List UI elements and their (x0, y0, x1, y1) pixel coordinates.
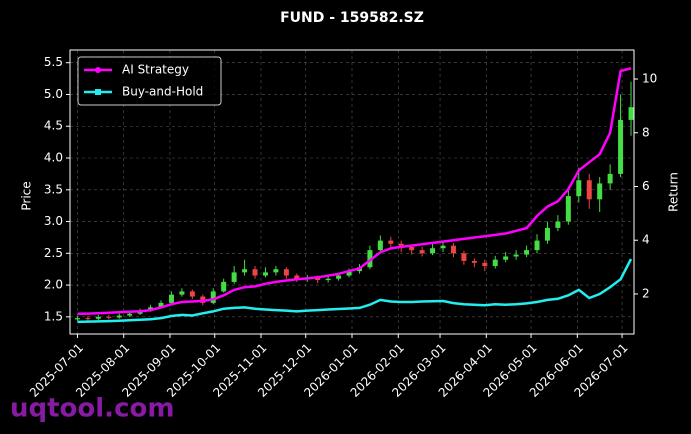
y2-axis-label: Return (667, 172, 681, 212)
candle-body (168, 294, 174, 303)
candle-body (461, 253, 467, 261)
candle-body (273, 269, 279, 273)
candle-body (336, 275, 342, 279)
candle-body (607, 173, 613, 184)
y2-tick-label: 10 (642, 72, 657, 86)
candle-body (116, 315, 122, 318)
candle-body (409, 246, 415, 251)
candle-body (221, 281, 227, 292)
series-line (77, 258, 633, 324)
series-line (77, 67, 632, 316)
candle-body (597, 183, 603, 200)
y-tick-label: 4.0 (44, 151, 63, 165)
legend-marker (95, 89, 101, 95)
y-axis-label: Price (20, 181, 34, 210)
candle-body (367, 250, 373, 268)
y-tick-label: 4.5 (44, 119, 63, 133)
y-tick-label: 5.5 (44, 55, 63, 69)
candle-body (586, 180, 592, 200)
candle-body (576, 180, 582, 197)
candle-body (398, 243, 404, 247)
y-tick-label: 3.0 (44, 214, 63, 228)
candle-body (618, 119, 624, 174)
y-tick-label: 2.5 (44, 246, 63, 260)
candle-body (565, 196, 571, 222)
candle-body (315, 277, 321, 280)
candle-body (294, 275, 300, 279)
candle-body (346, 271, 352, 276)
chart-title: FUND - 159582.SZ (280, 10, 424, 26)
candle-body (262, 272, 268, 276)
legend: AI Strategy Buy-and-Hold (77, 56, 222, 106)
y-tick-label: 5.0 (44, 87, 63, 101)
legend-label: Buy-and-Hold (122, 85, 203, 99)
watermark: uqtool.com (10, 394, 174, 424)
candle-body (210, 291, 216, 303)
candle-body (325, 278, 331, 280)
candle-body (450, 245, 456, 254)
candle-body (503, 256, 509, 260)
candle-body (524, 250, 530, 255)
candle-body (95, 316, 101, 319)
plot-frame (69, 49, 635, 335)
candle-body (158, 302, 164, 308)
candle-body (430, 248, 436, 254)
candle-body (200, 296, 206, 303)
candle-body (388, 240, 394, 244)
candle-body (544, 227, 550, 241)
candle-body (283, 269, 289, 276)
legend-marker (95, 67, 101, 73)
y-tick-label: 3.5 (44, 182, 63, 196)
candle-body (252, 269, 258, 276)
candle-body (74, 318, 80, 320)
candle-body (492, 259, 498, 267)
y-tick-label: 1.5 (44, 309, 63, 323)
legend-label: AI Strategy (122, 63, 189, 77)
candle-body (628, 107, 634, 120)
y-tick-label: 2.0 (44, 278, 63, 292)
candle-body (471, 260, 477, 263)
candle-body (231, 272, 237, 282)
candle-body (85, 318, 91, 320)
candle-body (377, 240, 383, 251)
y2-tick-label: 2 (642, 286, 650, 300)
candle-body (189, 291, 195, 297)
candle-body (534, 240, 540, 251)
candle-body (513, 254, 519, 257)
candle-body (555, 221, 561, 228)
candle-body (419, 250, 425, 254)
candle-body (242, 269, 248, 273)
candle-body (440, 245, 446, 249)
candle-body (482, 262, 488, 267)
y2-tick-label: 8 (642, 125, 650, 139)
candle-body (179, 291, 185, 295)
legend-box (77, 56, 222, 106)
candle-body (106, 316, 112, 318)
candle-body (127, 313, 133, 316)
y2-tick-label: 6 (642, 179, 650, 193)
y2-tick-label: 4 (642, 233, 650, 247)
